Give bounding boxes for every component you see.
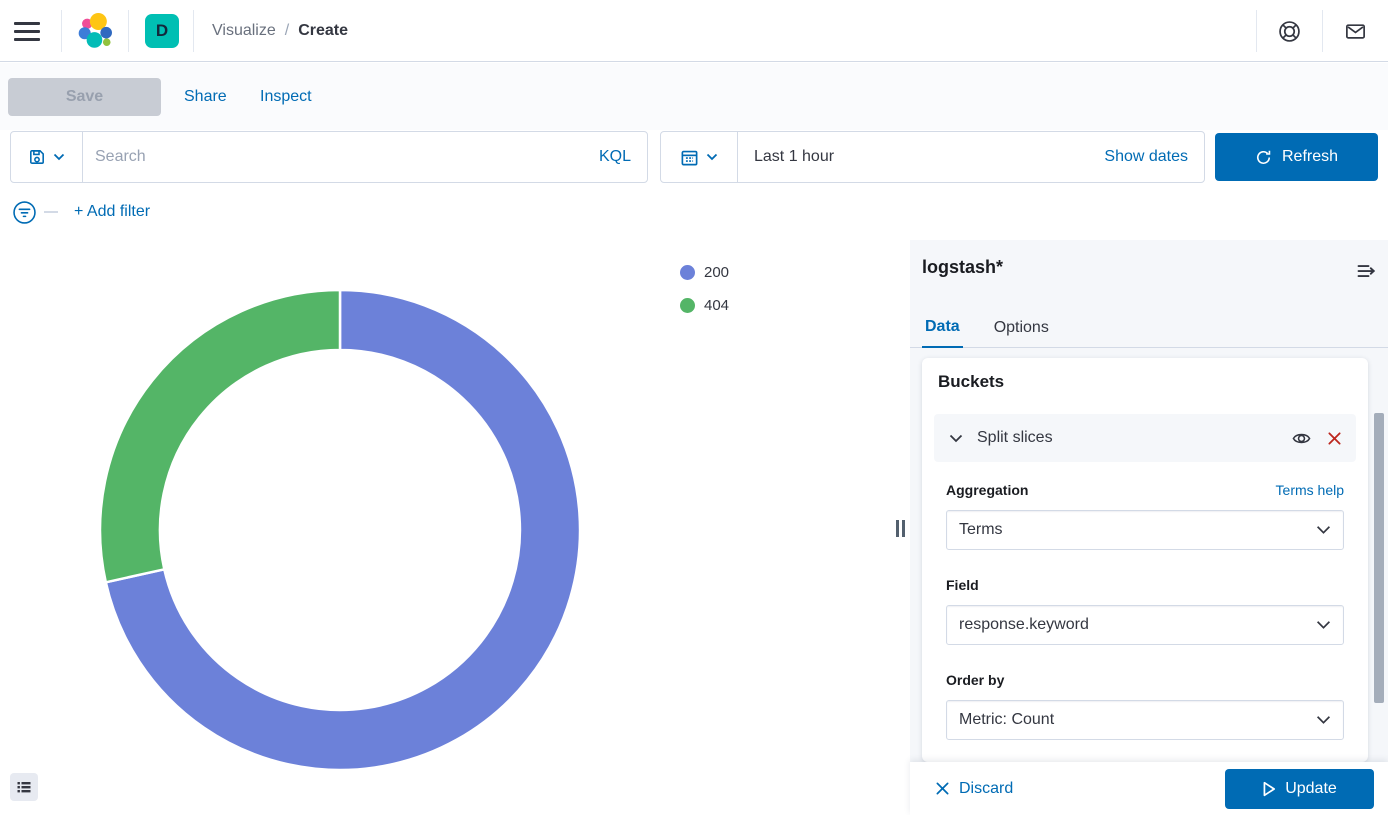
eye-icon[interactable] [1292,429,1311,448]
header-divider [61,10,62,52]
inspect-button[interactable]: Inspect [260,87,312,105]
help-icon[interactable] [1273,15,1305,47]
resizer-handle-icon [895,520,905,537]
remove-bucket-icon[interactable] [1327,431,1342,446]
legend-item-200[interactable]: 200 [680,264,729,281]
chevron-down-icon [1316,525,1331,535]
field-select[interactable]: response.keyword [946,605,1344,645]
breadcrumb: Visualize / Create [212,0,348,62]
query-language-button[interactable]: KQL [598,148,631,165]
donut-slice-200 [104,290,580,770]
cross-icon [936,782,949,795]
panel-resizer[interactable] [890,240,910,815]
breadcrumb-create: Create [298,22,349,39]
menu-icon[interactable] [14,15,48,47]
time-range-value[interactable]: Last 1 hour [754,148,835,165]
chevron-down-icon[interactable] [949,434,963,443]
top-header-bar: D Visualize / Create [0,0,1388,62]
legend-list-icon [17,782,31,793]
scrollbar-thumb[interactable] [1374,413,1384,703]
tab-options[interactable]: Options [993,319,1049,336]
legend-swatch [680,265,695,280]
buckets-heading: Buckets [938,372,1005,391]
update-label: Update [1285,779,1337,797]
field-label: Field [946,577,979,593]
space-avatar[interactable]: D [145,14,179,48]
refresh-label: Refresh [1281,148,1339,165]
filter-bar: + Add filter [0,192,890,232]
share-button[interactable]: Share [184,87,227,105]
date-quick-select-button[interactable] [661,132,738,182]
order-by-select[interactable]: Metric: Count [946,700,1344,740]
collapse-panel-icon[interactable] [1354,259,1378,283]
chevron-down-icon [706,153,718,161]
discard-label: Discard [959,779,1014,797]
donut-slice-404 [100,290,342,584]
legend-label: 200 [704,264,730,281]
breadcrumb-visualize[interactable]: Visualize [212,22,276,39]
refresh-icon [1256,150,1271,164]
legend-label: 404 [704,297,730,314]
header-divider [193,10,194,52]
split-slices-header[interactable]: Split slices [934,414,1356,462]
index-pattern-title: logstash* [922,257,1004,277]
breadcrumb-separator: / [284,22,290,39]
search-input[interactable] [83,148,599,166]
tab-data[interactable]: Data [922,318,963,348]
legend-swatch [680,298,695,313]
chart-legend: 200 404 [680,264,729,314]
visualization-canvas: 200 404 [0,240,890,815]
editor-tabs: Data Options [910,306,1388,348]
terms-help-link[interactable]: Terms help [1275,482,1344,498]
show-dates-button[interactable]: Show dates [1104,148,1188,165]
chevron-down-icon [53,153,65,161]
refresh-button[interactable]: Refresh [1215,133,1378,181]
mail-icon[interactable] [1339,15,1371,47]
legend-item-404[interactable]: 404 [680,297,729,314]
aggregation-label: Aggregation [946,482,1029,498]
update-button[interactable]: Update [1225,768,1374,809]
calendar-icon [681,150,698,165]
split-slices-label: Split slices [977,429,1053,446]
play-icon [1263,781,1276,796]
save-button[interactable]: Save [8,78,161,116]
visualize-toolbar: Save Share Inspect [0,63,1388,130]
donut-chart[interactable] [100,290,580,770]
save-icon [30,150,44,164]
aggregation-value: Terms [959,521,1003,538]
date-picker: Last 1 hour Show dates [660,131,1205,183]
vis-editor-sidebar: logstash* Data Options Buckets Split sli… [910,240,1388,815]
aggregation-select[interactable]: Terms [946,510,1344,550]
discard-button[interactable]: Discard [935,780,1013,798]
filter-circle-icon[interactable] [12,200,37,225]
header-divider [1256,10,1257,52]
elastic-logo[interactable] [76,12,114,50]
saved-query-menu-button[interactable] [11,132,83,182]
chevron-down-icon [1316,620,1331,630]
filter-dash [44,211,58,213]
legend-toggle-button[interactable] [10,773,38,801]
header-divider [1322,10,1323,52]
field-value: response.keyword [959,616,1089,633]
order-by-value: Metric: Count [959,711,1055,728]
buckets-panel: Buckets Split slices A [922,358,1368,762]
add-filter-button[interactable]: + Add filter [74,203,151,220]
order-by-label: Order by [946,672,1005,688]
chevron-down-icon [1316,715,1331,725]
search-bar: KQL [10,131,648,183]
header-divider [128,10,129,52]
editor-action-bar: Discard Update [910,762,1388,815]
